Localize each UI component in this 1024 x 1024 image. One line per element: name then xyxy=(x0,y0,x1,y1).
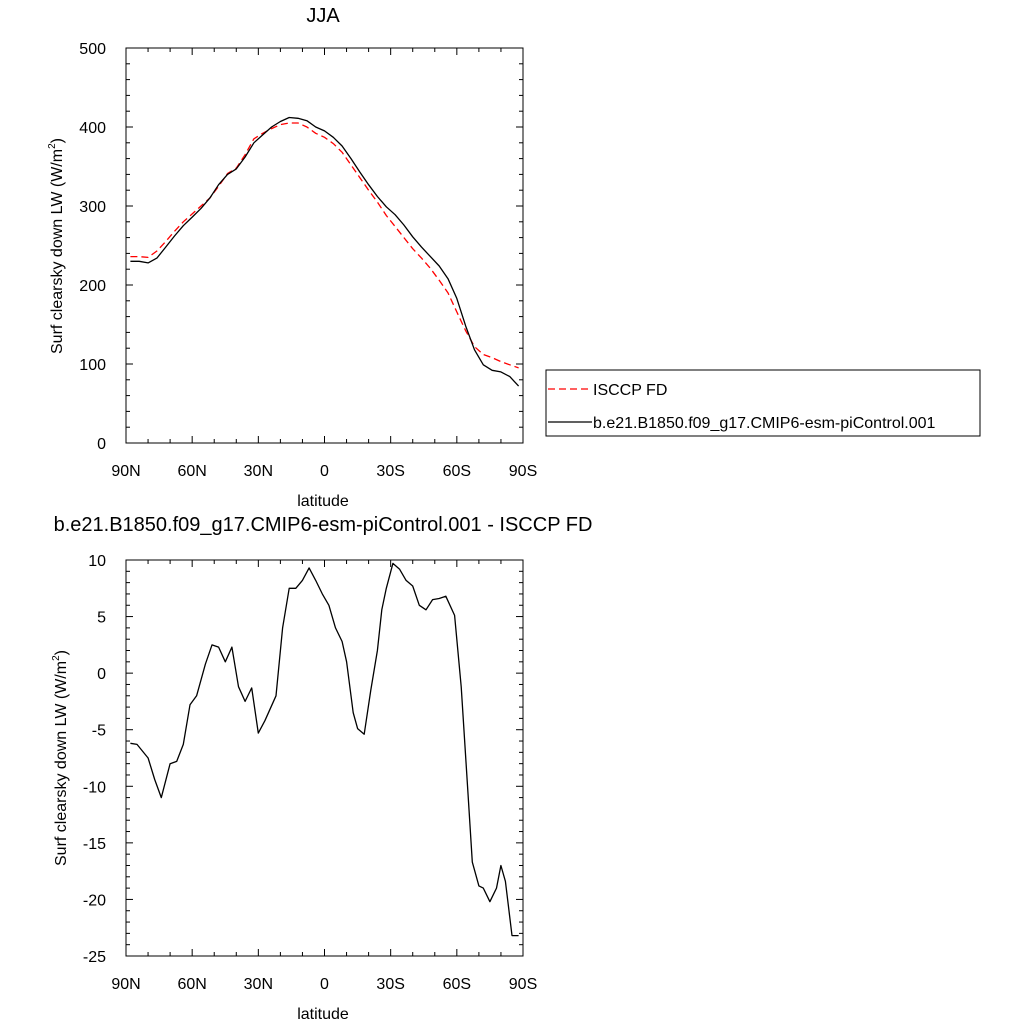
top-x-tick-label: 60S xyxy=(443,463,471,480)
legend-label-isccp: ISCCP FD xyxy=(593,382,667,399)
bottom-y-axis-label-end: ) xyxy=(53,650,70,655)
top-x-tick-label: 90S xyxy=(509,463,537,480)
top-y-axis-label-end: ) xyxy=(49,138,66,143)
top-y-tick-label: 200 xyxy=(79,278,106,295)
top-series-line-b-e21-b1850-f09-g17-cmip6-esm-picontrol-001 xyxy=(130,116,520,387)
bottom-x-tick-label: 30S xyxy=(376,976,404,993)
top-y-tick-label: 500 xyxy=(79,41,106,58)
bottom-axis-ticks xyxy=(125,559,524,957)
bottom-plot-frame xyxy=(125,559,524,957)
bottom-y-tick-label: -10 xyxy=(83,779,106,796)
top-x-tick-label: 60N xyxy=(177,463,206,480)
bottom-x-tick-label: 0 xyxy=(320,976,329,993)
bottom-y-tick-label: 10 xyxy=(88,553,106,570)
top-x-tick-label: 0 xyxy=(320,463,329,480)
legend-label-model: b.e21.B1850.f09_g17.CMIP6-esm-piControl.… xyxy=(593,415,936,432)
legend-box xyxy=(545,369,981,437)
bottom-series-group xyxy=(130,562,519,937)
bottom-y-tick-label: -5 xyxy=(92,723,106,740)
bottom-y-tick-label: -25 xyxy=(83,949,106,966)
top-y-tick-label: 100 xyxy=(79,357,106,374)
bottom-x-tick-label: 30N xyxy=(244,976,273,993)
bottom-y-tick-label: 0 xyxy=(97,666,106,683)
bottom-chart-title: b.e21.B1850.f09_g17.CMIP6-esm-piControl.… xyxy=(54,514,593,536)
top-y-axis-label: Surf clearsky down LW (W/m2) xyxy=(47,138,66,354)
top-x-tick-label: 30S xyxy=(376,463,404,480)
bottom-y-tick-label: -20 xyxy=(83,892,106,909)
bottom-y-tick-label: 5 xyxy=(97,610,106,627)
top-y-tick-labels: 0 100 200 300 400 500 xyxy=(79,41,106,453)
bottom-series-line-difference xyxy=(130,562,519,937)
bottom-x-axis-label: latitude xyxy=(297,1006,349,1023)
bottom-y-tick-labels: 10 5 0 -5 -10 -15 -20 -25 xyxy=(83,553,106,966)
top-series-group xyxy=(130,116,520,387)
top-x-tick-label: 30N xyxy=(244,463,273,480)
bottom-panel: b.e21.B1850.f09_g17.CMIP6-esm-piControl.… xyxy=(51,514,592,1023)
top-x-tick-labels: 90N 60N 30N 0 30S 60S 90S xyxy=(111,463,537,480)
bottom-y-axis-label-main: Surf clearsky down LW (W/m xyxy=(53,661,70,866)
bottom-x-tick-label: 60N xyxy=(177,976,206,993)
top-y-axis-label-superscript: 2 xyxy=(47,143,58,149)
bottom-x-tick-label: 60S xyxy=(443,976,471,993)
bottom-y-tick-label: -15 xyxy=(83,836,106,853)
top-panel: JJA 90N 60N 30N 0 30S 60S 90S 0 100 200 300 400 500… xyxy=(47,5,981,510)
top-x-tick-label: 90N xyxy=(111,463,140,480)
top-series-line-isccp-fd xyxy=(130,122,519,369)
top-chart-title: JJA xyxy=(306,5,340,27)
top-legend: ISCCP FD b.e21.B1850.f09_g17.CMIP6-esm-p… xyxy=(545,369,981,437)
bottom-x-tick-labels: 90N 60N 30N 0 30S 60S 90S xyxy=(111,976,537,993)
top-axis-ticks xyxy=(125,47,524,444)
top-y-tick-label: 300 xyxy=(79,199,106,216)
bottom-y-axis-label: Surf clearsky down LW (W/m2) xyxy=(51,650,70,866)
top-x-axis-label: latitude xyxy=(297,493,349,510)
bottom-x-tick-label: 90S xyxy=(509,976,537,993)
bottom-x-tick-label: 90N xyxy=(111,976,140,993)
top-plot-frame xyxy=(125,47,524,444)
top-y-axis-label-main: Surf clearsky down LW (W/m xyxy=(49,149,66,354)
top-y-tick-label: 400 xyxy=(79,120,106,137)
bottom-y-axis-label-superscript: 2 xyxy=(51,655,62,661)
top-y-tick-label: 0 xyxy=(97,436,106,453)
